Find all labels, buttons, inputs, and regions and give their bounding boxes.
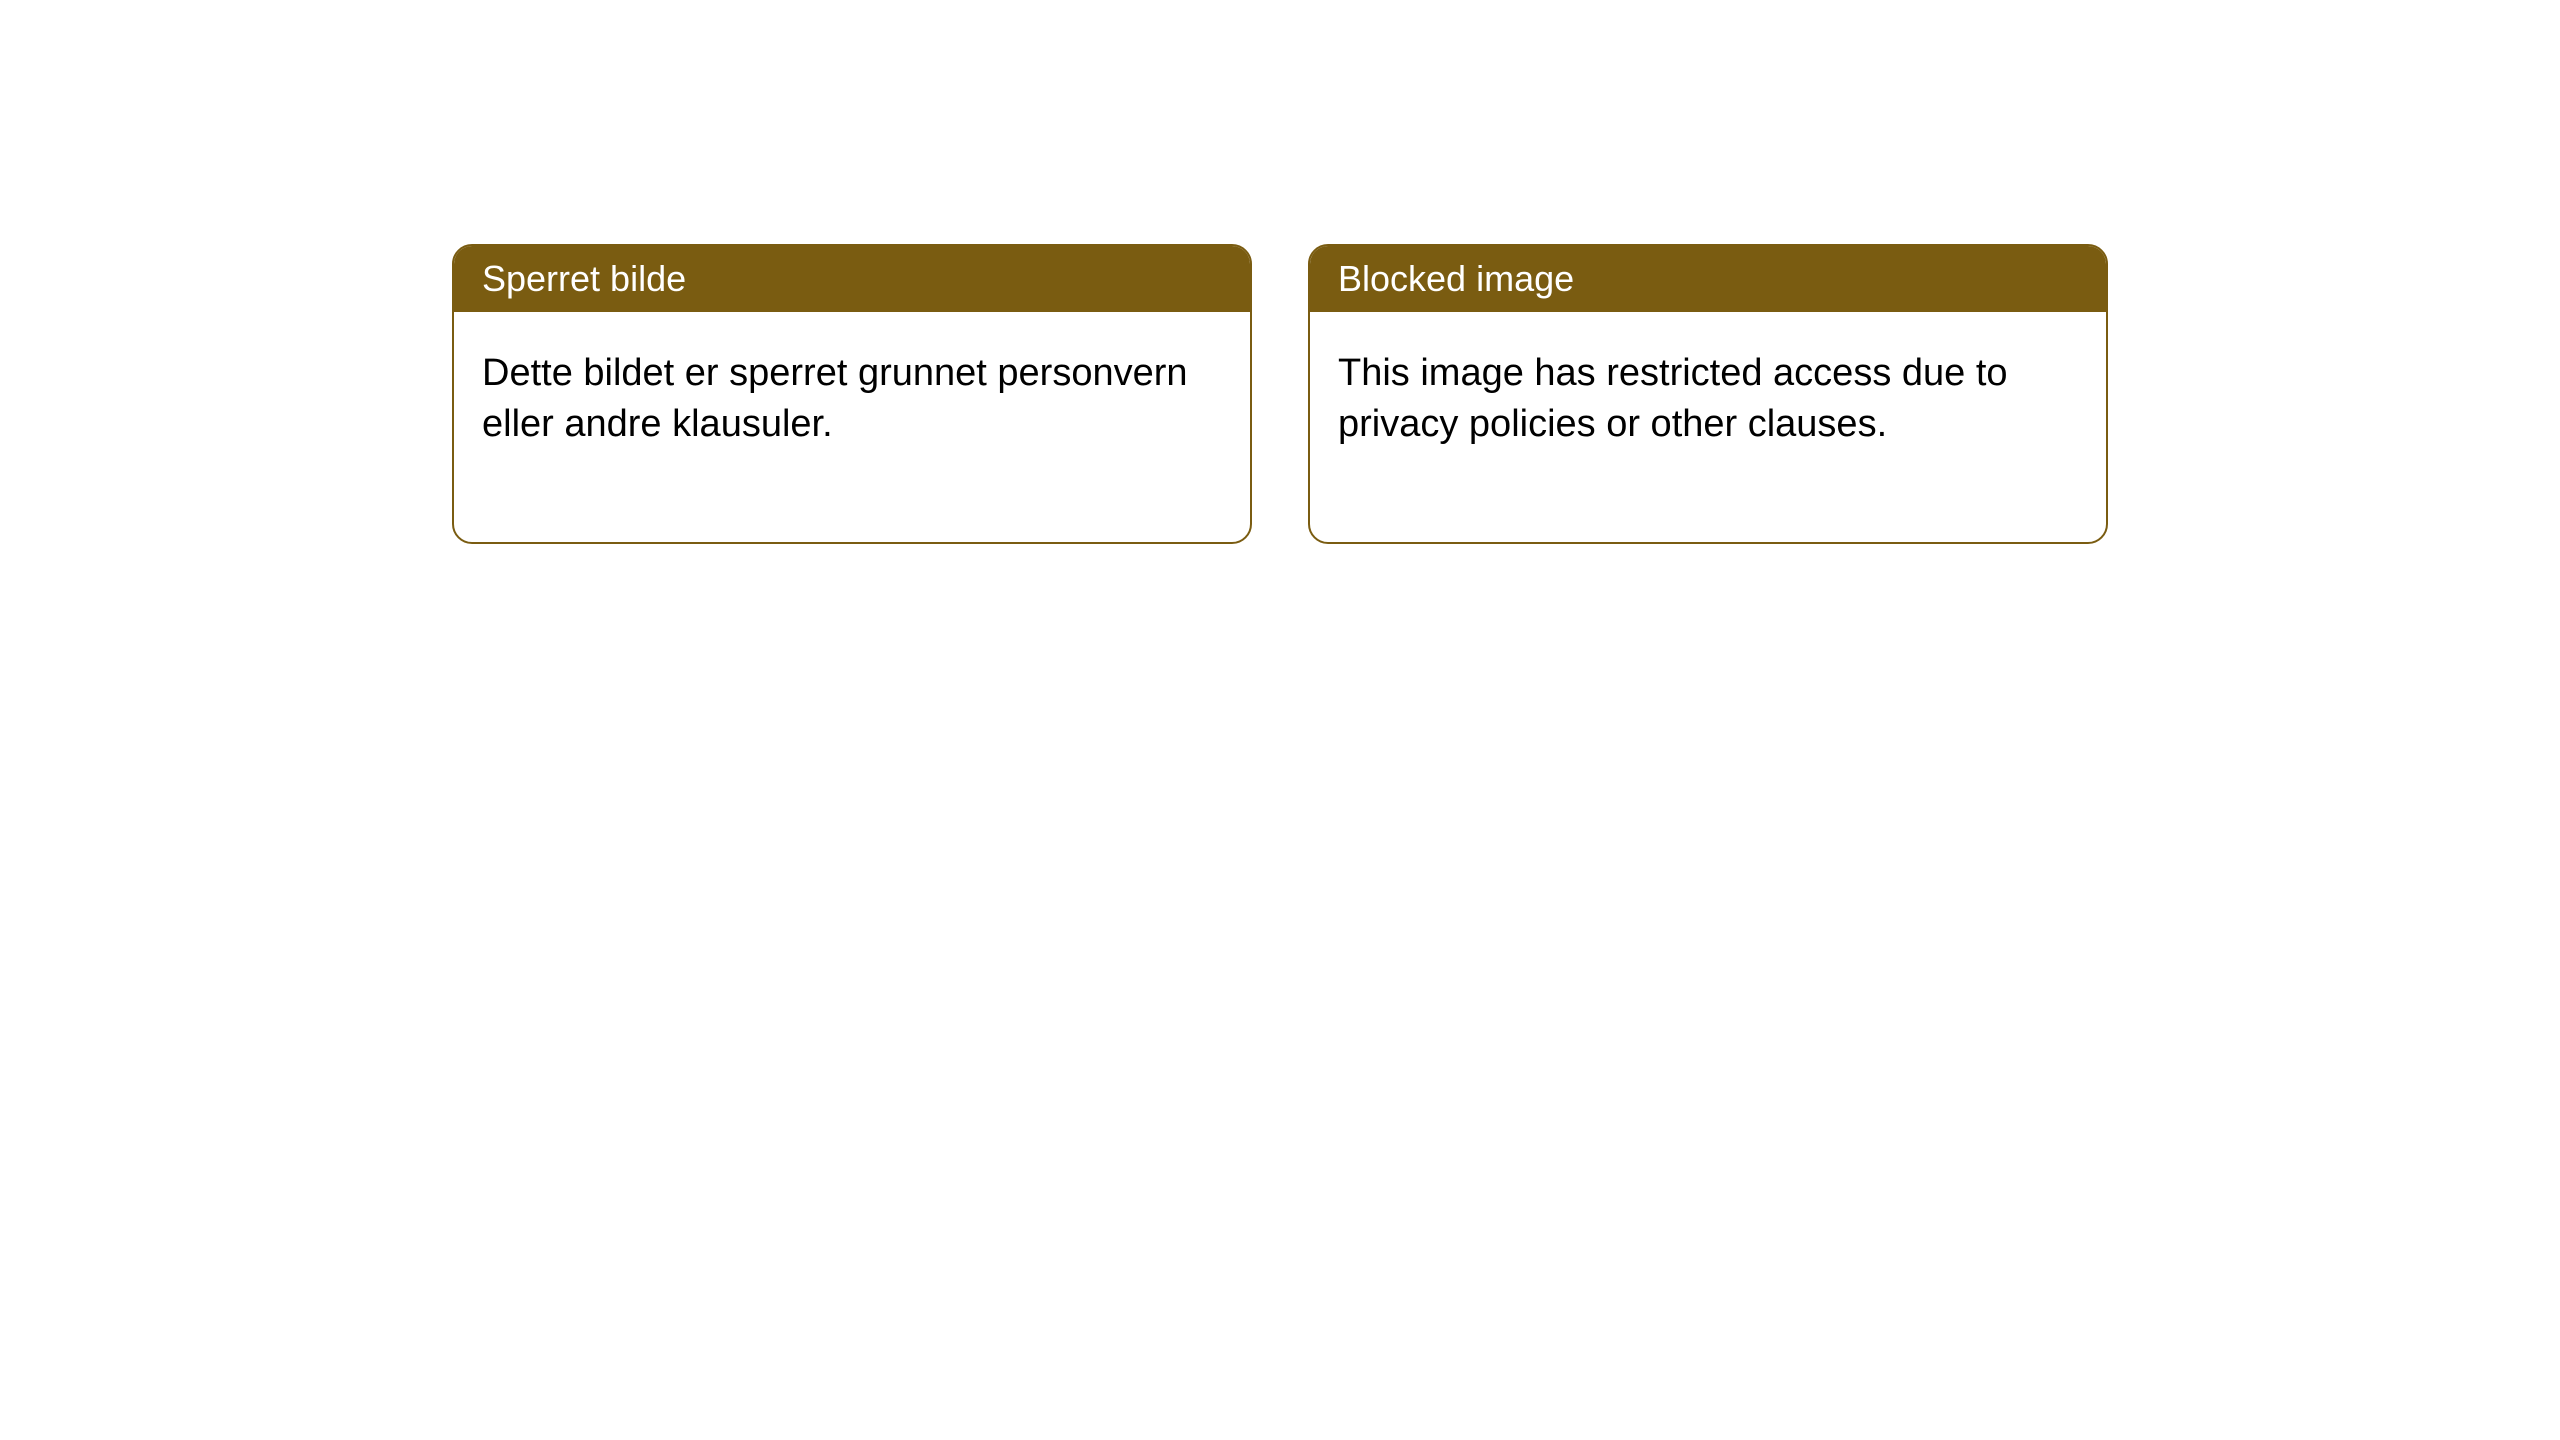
notice-container: Sperret bilde Dette bildet er sperret gr… <box>0 0 2560 544</box>
notice-card-english: Blocked image This image has restricted … <box>1308 244 2108 544</box>
notice-header-english: Blocked image <box>1310 246 2106 312</box>
notice-body-english: This image has restricted access due to … <box>1310 312 2106 542</box>
notice-header-norwegian: Sperret bilde <box>454 246 1250 312</box>
notice-card-norwegian: Sperret bilde Dette bildet er sperret gr… <box>452 244 1252 544</box>
notice-body-norwegian: Dette bildet er sperret grunnet personve… <box>454 312 1250 542</box>
